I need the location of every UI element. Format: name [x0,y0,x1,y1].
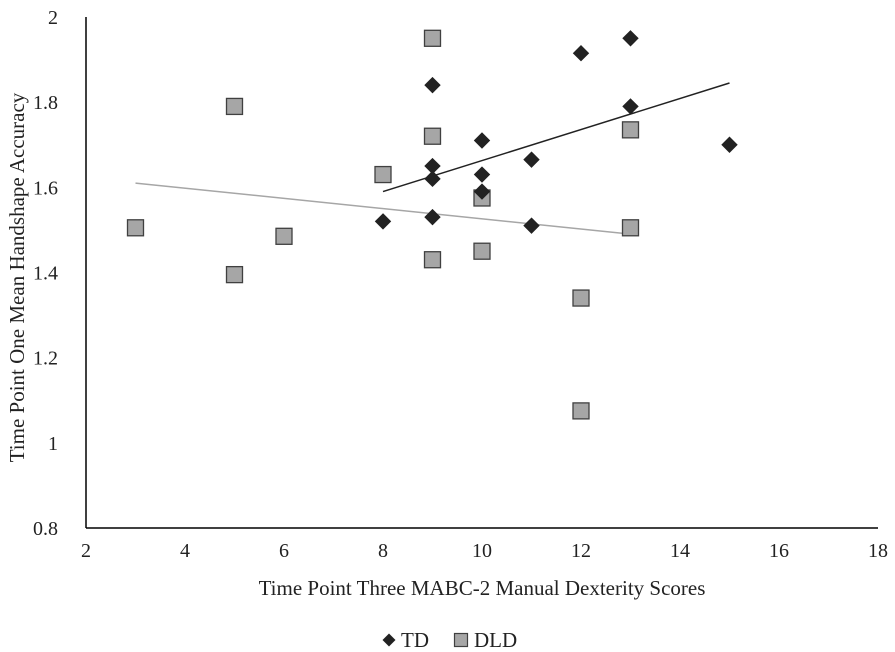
y-tick-label: 1.2 [33,348,58,370]
data-point-td [424,170,441,188]
data-point-dld [225,97,244,116]
x-tick-label: 2 [81,540,91,562]
data-points [126,29,738,420]
legend-label: TD [401,628,429,652]
data-point-td [572,44,590,62]
y-axis-title: Time Point One Mean Handshape Accuracy [5,92,29,462]
data-point-dld [275,227,293,245]
data-point-dld [423,29,442,47]
data-point-td [622,98,639,115]
y-tick-label: 0.8 [33,518,58,540]
legend-marker-diamond [382,633,396,647]
data-point-td [473,183,491,200]
data-point-dld [473,242,491,260]
data-point-dld [374,165,392,184]
data-point-dld [126,219,145,237]
legend-item-td: TD [382,628,429,652]
data-point-dld [572,289,590,307]
y-tick-label: 1.8 [33,92,58,114]
data-point-td [424,76,441,94]
y-tick-labels: 0.8 1 1.2 1.4 1.6 1.8 2 [33,7,58,540]
data-point-dld [621,121,640,139]
data-point-td [473,132,491,149]
data-point-dld [423,127,442,145]
y-tick-label: 2 [48,7,58,29]
x-tick-label: 6 [279,540,289,562]
data-point-td [473,166,491,183]
x-tick-label: 4 [180,540,190,562]
data-point-td [374,213,392,230]
data-point-dld [225,265,244,284]
data-point-td [523,217,540,234]
x-tick-label: 8 [378,540,388,562]
trendline-td [382,82,730,193]
plot-area: 2 4 6 8 10 12 14 16 18 0.8 1 1.2 1.4 1.6 1.8 2 [33,7,888,562]
legend-label: DLD [474,628,517,652]
data-point-dld [621,219,640,237]
legend-marker-square [453,632,469,648]
x-tick-label: 10 [472,540,492,562]
x-tick-label: 14 [670,540,690,562]
trendline-dld [135,182,631,235]
data-point-td [721,136,738,153]
legend-item-dld: DLD [453,628,517,652]
data-point-dld [572,402,590,420]
x-tick-label: 18 [868,540,888,562]
x-axis-title: Time Point Three MABC-2 Manual Dexterity… [259,576,706,600]
y-tick-label: 1.6 [33,177,58,199]
data-point-td [424,208,441,226]
legend: TD DLD [382,628,517,652]
trendlines [135,82,730,235]
y-tick-label: 1.4 [33,263,58,285]
data-point-td [622,30,639,47]
x-tick-label: 12 [571,540,591,562]
data-point-dld [423,251,442,269]
y-tick-label: 1 [48,433,58,455]
x-tick-label: 16 [769,540,789,562]
x-tick-labels: 2 4 6 8 10 12 14 16 18 [81,540,888,562]
data-point-td [523,151,540,168]
